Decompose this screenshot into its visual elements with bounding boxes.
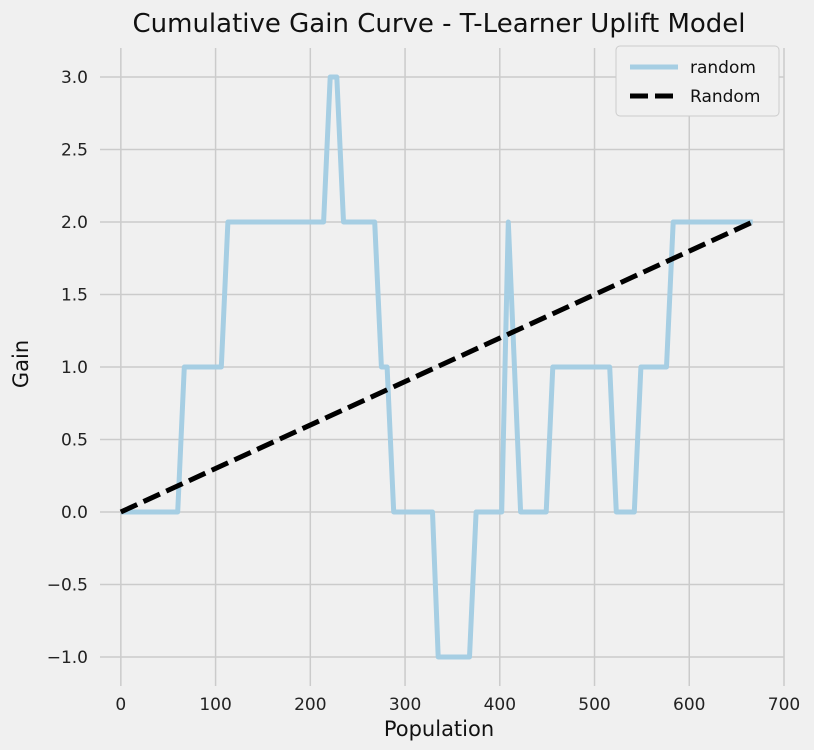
- x-tick-label: 300: [389, 695, 421, 715]
- y-tick-label: 0.5: [61, 431, 88, 451]
- x-axis-label: Population: [384, 717, 494, 741]
- y-tick-label: 1.5: [61, 286, 88, 306]
- x-tick-label: 600: [673, 695, 705, 715]
- y-axis-label: Gain: [9, 340, 33, 388]
- x-tick-labels: 0 100 200 300 400 500 600 700: [115, 695, 800, 715]
- y-tick-label: 3.0: [61, 68, 88, 88]
- x-tick-label: 400: [484, 695, 516, 715]
- y-tick-label: 2.5: [61, 141, 88, 161]
- y-tick-label: 1.0: [61, 358, 88, 378]
- x-tick-label: 200: [294, 695, 326, 715]
- y-tick-labels: −1.0 −0.5 0.0 0.5 1.0 1.5 2.0 2.5 3.0: [47, 68, 88, 668]
- x-tick-label: 500: [578, 695, 610, 715]
- y-tick-label: −1.0: [47, 648, 88, 668]
- x-tick-label: 100: [199, 695, 231, 715]
- series-layer: [119, 74, 754, 660]
- series-line-random: [120, 74, 753, 660]
- legend-label-random-baseline: Random: [690, 87, 760, 107]
- y-tick-label: 0.0: [61, 503, 88, 523]
- legend: random Random: [615, 45, 780, 117]
- legend-label-random: random: [690, 58, 756, 78]
- y-tick-label: −0.5: [47, 576, 88, 596]
- x-tick-label: 700: [768, 695, 800, 715]
- series-line-random-baseline: [119, 219, 754, 515]
- y-tick-label: 2.0: [61, 213, 88, 233]
- x-tick-label: 0: [115, 695, 126, 715]
- chart-title: Cumulative Gain Curve - T-Learner Uplift…: [132, 9, 745, 39]
